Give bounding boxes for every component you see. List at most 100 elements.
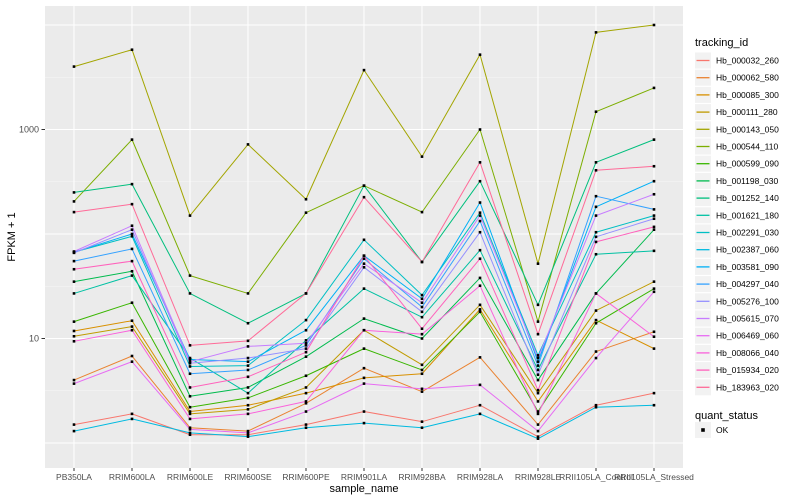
data-point: [72, 280, 76, 283]
data-point: [188, 394, 192, 398]
legend-item-label: Hb_004297_040: [716, 279, 779, 289]
data-point: [304, 211, 308, 214]
data-point: [478, 284, 482, 288]
data-point: [362, 254, 366, 257]
data-point: [478, 403, 482, 407]
legend-item-label: Hb_000544_110: [716, 142, 779, 152]
data-point: [420, 332, 424, 336]
data-point: [594, 309, 598, 312]
legend-item-Hb_006469_060: Hb_006469_060: [695, 327, 779, 344]
data-point: [130, 269, 134, 273]
legend-item-quant-OK: OK: [695, 422, 729, 438]
data-point: [652, 23, 656, 27]
data-point: [536, 437, 540, 440]
data-point: [478, 211, 482, 214]
data-point: [594, 321, 598, 325]
x-tick-label: RRIM928LE: [515, 472, 562, 482]
legend-item-label: Hb_000062_580: [716, 73, 779, 83]
data-point: [188, 360, 192, 363]
data-point: [72, 329, 76, 333]
data-point: [594, 230, 598, 234]
data-point: [420, 363, 424, 367]
data-point: [130, 232, 134, 236]
data-point: [304, 386, 308, 389]
data-point: [362, 376, 366, 380]
data-point: [594, 405, 598, 409]
data-point: [304, 341, 308, 345]
y-tick-label: 1000: [19, 125, 39, 135]
data-point: [246, 403, 250, 407]
data-point: [420, 293, 424, 297]
data-point: [130, 325, 134, 328]
data-point: [188, 431, 192, 435]
data-point: [420, 301, 424, 305]
data-point: [72, 320, 76, 323]
data-point: [188, 405, 192, 409]
data-point: [536, 303, 540, 307]
legend-item-label: Hb_000111_280: [716, 107, 778, 117]
data-point: [420, 387, 424, 391]
data-point: [594, 110, 598, 114]
data-point: [188, 417, 192, 421]
data-point: [304, 292, 308, 295]
data-point: [72, 259, 76, 263]
data-point: [594, 240, 598, 244]
data-point: [304, 347, 308, 350]
legend-item-label: OK: [716, 425, 729, 435]
data-point: [188, 214, 192, 217]
data-point: [536, 378, 540, 382]
data-point: [130, 247, 134, 251]
data-point: [72, 292, 76, 295]
data-point: [536, 388, 540, 392]
data-point: [362, 257, 366, 261]
data-point: [536, 400, 540, 403]
data-point: [536, 391, 540, 395]
data-point: [420, 297, 424, 301]
data-point: [130, 202, 134, 206]
data-point: [130, 235, 134, 238]
data-point: [652, 335, 656, 339]
data-point: [362, 317, 366, 320]
x-tick-label: RRII105LA_Control: [559, 472, 633, 482]
data-point: [478, 383, 482, 387]
data-point: [652, 164, 656, 168]
data-point: [188, 410, 192, 413]
data-point: [362, 421, 366, 425]
legend-item-Hb_183963_020: Hb_183963_020: [695, 379, 779, 396]
legend-item-Hb_004297_040: Hb_004297_040: [695, 276, 779, 293]
data-point: [130, 412, 134, 416]
data-point: [304, 426, 308, 430]
data-point: [246, 364, 250, 367]
data-point: [304, 374, 308, 378]
data-point: [420, 327, 424, 331]
data-point: [420, 260, 424, 264]
data-point: [594, 31, 598, 34]
data-point: [536, 412, 540, 416]
legend-item-Hb_005276_100: Hb_005276_100: [695, 293, 779, 310]
data-point: [130, 274, 134, 277]
data-point: [362, 238, 366, 242]
data-point: [652, 138, 656, 141]
legend-item-label: Hb_002387_060: [716, 245, 779, 255]
x-tick-label: RRIM600SE: [224, 472, 272, 482]
legend-item-Hb_001621_180: Hb_001621_180: [695, 207, 779, 224]
data-point: [188, 412, 192, 416]
data-point: [246, 356, 250, 360]
legend-item-label: Hb_000085_300: [716, 90, 779, 100]
legend-item-label: Hb_000599_090: [716, 159, 779, 169]
legend-item-label: Hb_002291_030: [716, 228, 779, 238]
data-point: [304, 318, 308, 322]
data-point: [246, 375, 250, 379]
data-point: [304, 391, 308, 395]
data-point: [130, 417, 134, 421]
legend-item-Hb_000143_050: Hb_000143_050: [695, 121, 779, 138]
data-point: [304, 328, 308, 332]
data-point: [594, 292, 598, 295]
legend-item-label: Hb_001621_180: [716, 210, 779, 220]
black-square-marker: [701, 428, 705, 432]
data-point: [420, 390, 424, 393]
data-point: [246, 339, 250, 343]
data-point: [72, 210, 76, 214]
data-point: [652, 225, 656, 229]
